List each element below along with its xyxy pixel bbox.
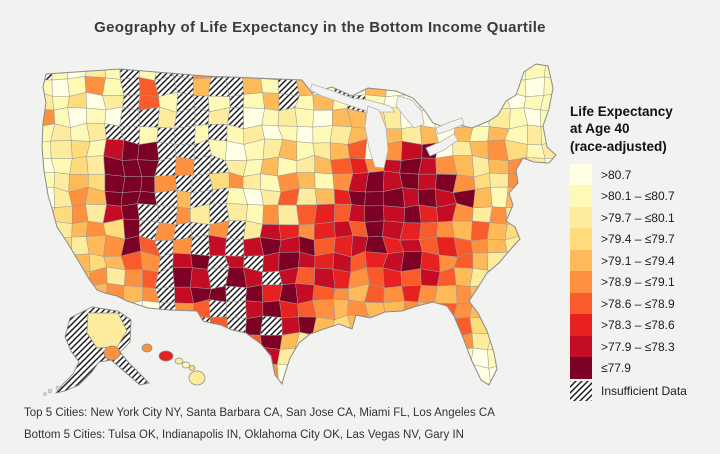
legend-item: >78.6 – ≤78.9 — [570, 292, 718, 315]
legend-title-line3: (race-adjusted) — [570, 138, 667, 154]
legend-label: >78.9 – ≤79.1 — [601, 275, 675, 290]
legend-swatch — [570, 249, 592, 272]
legend-swatch — [570, 335, 592, 358]
insufficient-data-hatch-swatch — [570, 380, 592, 401]
legend-item: ≤77.9 — [570, 357, 718, 379]
legend-label: >78.3 – ≤78.6 — [601, 318, 675, 333]
legend-swatch — [570, 357, 592, 379]
legend-label: >79.4 – ≤79.7 — [601, 232, 675, 247]
legend-label: >79.1 – ≤79.4 — [601, 253, 675, 268]
legend-swatch — [570, 185, 592, 207]
legend-title-line1: Life Expectancy — [570, 104, 673, 119]
legend-swatch — [570, 271, 592, 293]
lake-ontario — [435, 117, 465, 135]
hawaii-island — [158, 350, 174, 362]
legend-title-line2: at Age 40 — [570, 121, 630, 137]
legend-item: >77.9 – ≤78.3 — [570, 335, 718, 358]
legend-swatch — [570, 228, 592, 250]
lake-michigan — [364, 105, 389, 169]
lake-superior — [309, 83, 396, 113]
legend-item: >79.4 – ≤79.7 — [570, 228, 718, 250]
legend-label: ≤77.9 — [601, 361, 631, 376]
legend-item: >79.1 – ≤79.4 — [570, 249, 718, 272]
hawaii-island — [181, 361, 191, 369]
legend: Life Expectancy at Age 40 (race-adjusted… — [570, 103, 718, 401]
legend-swatch — [570, 292, 592, 315]
legend-item: >78.3 – ≤78.6 — [570, 314, 718, 336]
legend-label: >78.6 – ≤78.9 — [601, 296, 675, 311]
hawaii-island — [141, 343, 153, 353]
legend-label: Insufficient Data — [601, 383, 687, 398]
legend-item: >80.1 – ≤80.7 — [570, 185, 718, 207]
legend-label: >77.9 – ≤78.3 — [601, 339, 675, 354]
legend-title: Life Expectancy at Age 40 (race-adjusted… — [570, 103, 718, 155]
legend-swatch — [570, 163, 592, 186]
hawaii-island — [188, 365, 196, 371]
page-title: Geography of Life Expectancy in the Bott… — [94, 19, 546, 36]
legend-swatch — [570, 206, 592, 229]
lake-erie — [425, 133, 459, 157]
legend-item: >79.7 – ≤80.1 — [570, 206, 718, 229]
legend-label: >79.7 – ≤80.1 — [601, 210, 675, 225]
hawaii-island — [174, 357, 184, 365]
legend-item-insufficient-data: Insufficient Data — [570, 380, 718, 402]
legend-item: >80.7 — [570, 163, 718, 186]
footnotes: Top 5 Cities: New York City NY, Santa Ba… — [24, 406, 495, 450]
legend-label: >80.1 – ≤80.7 — [601, 189, 675, 204]
legend-scale: >80.7 >80.1 – ≤80.7 >79.7 – ≤80.1 >79.4 – ≤… — [570, 163, 718, 402]
legend-label: >80.7 — [601, 167, 632, 182]
hawaii-island — [188, 370, 206, 386]
footnote-top5-cities: Top 5 Cities: New York City NY, Santa Ba… — [24, 407, 495, 419]
footnote-bottom5-cities: Bottom 5 Cities: Tulsa OK, Indianapolis … — [24, 429, 464, 441]
legend-swatch — [570, 314, 592, 336]
legend-item: >78.9 – ≤79.1 — [570, 271, 718, 293]
lake-huron — [395, 95, 425, 129]
